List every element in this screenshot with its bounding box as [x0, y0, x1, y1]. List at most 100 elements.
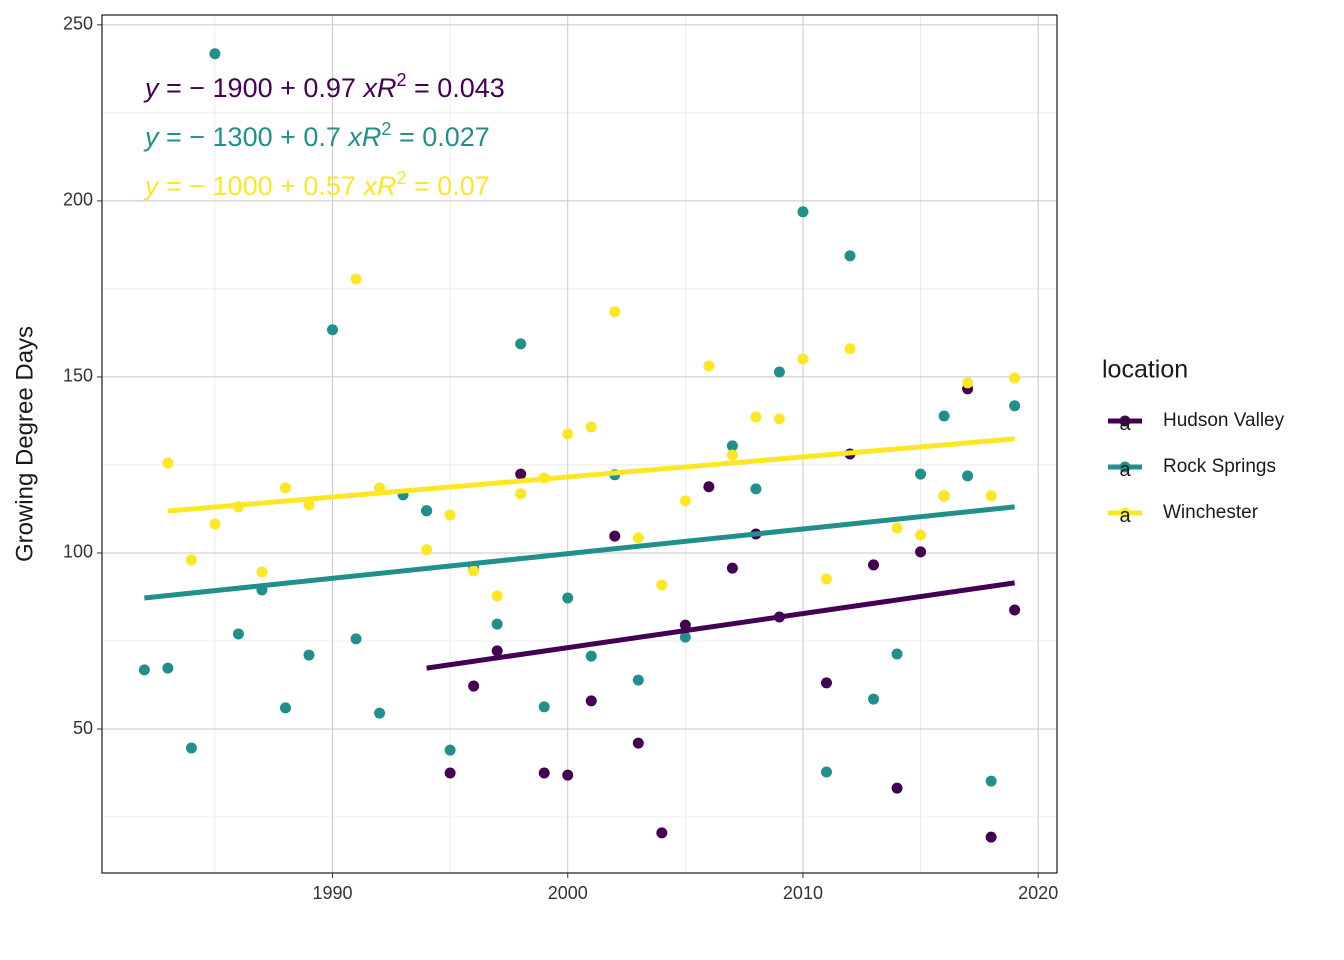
point: [750, 411, 762, 423]
point: [609, 530, 621, 542]
point: [562, 592, 574, 604]
equation-part: = − 1000 + 0.57: [159, 171, 364, 201]
point: [256, 566, 268, 578]
equation-part: 2: [381, 119, 391, 139]
point: [1009, 400, 1021, 412]
point: [797, 206, 809, 218]
point: [632, 674, 644, 686]
point: [868, 693, 880, 705]
point: [726, 440, 738, 452]
point: [468, 680, 480, 692]
point: [820, 766, 832, 778]
y-tick-label: 250: [63, 14, 93, 34]
equation-part: 2: [396, 168, 406, 188]
point: [632, 737, 644, 749]
point: [962, 470, 974, 482]
point: [538, 767, 550, 779]
equation-part: y: [143, 73, 160, 103]
point: [515, 468, 527, 480]
point: [985, 775, 997, 787]
legend-key-point: [1119, 507, 1131, 519]
fit-line: [426, 580, 1016, 671]
equation-part: = 0.027: [391, 122, 489, 152]
equation-part: y: [143, 122, 160, 152]
panel-border: [101, 14, 1058, 874]
y-tick-label: 100: [63, 542, 93, 562]
legend-key-glyph: a: [1119, 459, 1131, 481]
point: [468, 565, 480, 577]
point: [279, 482, 291, 494]
legend-key-glyph: a: [1119, 505, 1131, 527]
point: [138, 664, 150, 676]
point: [820, 677, 832, 689]
point: [491, 590, 503, 602]
equation-part: y: [143, 171, 160, 201]
point: [444, 767, 456, 779]
point: [703, 360, 715, 372]
equation-part: = − 1900 + 0.97: [159, 73, 364, 103]
equation-part: = − 1300 + 0.7: [159, 122, 349, 152]
point: [209, 518, 221, 530]
point: [185, 554, 197, 566]
legend-label: Rock Springs: [1163, 456, 1276, 477]
point: [726, 562, 738, 574]
point: [303, 649, 315, 661]
legend-key-point: [1119, 461, 1131, 473]
point: [515, 338, 527, 350]
point: [327, 324, 339, 336]
point: [421, 544, 433, 556]
point: [374, 707, 386, 719]
equation: y = − 1300 + 0.7 xR2 = 0.027: [143, 119, 490, 152]
point: [350, 273, 362, 285]
point: [891, 782, 903, 794]
point: [915, 529, 927, 541]
point: [891, 648, 903, 660]
point: [915, 546, 927, 558]
point: [868, 559, 880, 571]
point: [773, 366, 785, 378]
point: [938, 490, 950, 502]
point: [891, 522, 903, 534]
point: [985, 831, 997, 843]
equation-part: x: [346, 122, 363, 152]
point: [162, 457, 174, 469]
equation-part: = 0.07: [406, 171, 489, 201]
y-axis-title: Growing Degree Days: [11, 326, 38, 562]
fit-line: [144, 504, 1015, 601]
legend-label: Winchester: [1163, 502, 1259, 523]
point: [632, 532, 644, 544]
x-tick-label: 2020: [1018, 883, 1058, 903]
point: [585, 421, 597, 433]
point: [562, 769, 574, 781]
point: [797, 353, 809, 365]
point: [679, 495, 691, 507]
legend-label: Hudson Valley: [1163, 410, 1285, 431]
point: [491, 618, 503, 630]
point: [656, 579, 668, 591]
legend-title: location: [1102, 356, 1188, 384]
y-tick-label: 50: [73, 718, 93, 738]
point: [444, 509, 456, 521]
point: [844, 250, 856, 262]
point: [938, 410, 950, 422]
equation: y = − 1900 + 0.97 xR2 = 0.043: [143, 70, 505, 103]
point: [844, 343, 856, 355]
point: [562, 428, 574, 440]
equation-part: x: [361, 73, 378, 103]
point: [585, 650, 597, 662]
equation-part: 2: [396, 70, 406, 90]
point: [915, 468, 927, 480]
x-tick-label: 1990: [312, 883, 352, 903]
point: [679, 631, 691, 643]
point: [656, 827, 668, 839]
point: [703, 481, 715, 493]
equation: y = − 1000 + 0.57 xR2 = 0.07: [143, 168, 490, 201]
point: [350, 633, 362, 645]
y-tick-label: 150: [63, 366, 93, 386]
point: [421, 505, 433, 517]
point: [232, 628, 244, 640]
equation-part: = 0.043: [406, 73, 504, 103]
point: [985, 490, 997, 502]
x-tick-label: 2000: [548, 883, 588, 903]
point: [962, 377, 974, 389]
